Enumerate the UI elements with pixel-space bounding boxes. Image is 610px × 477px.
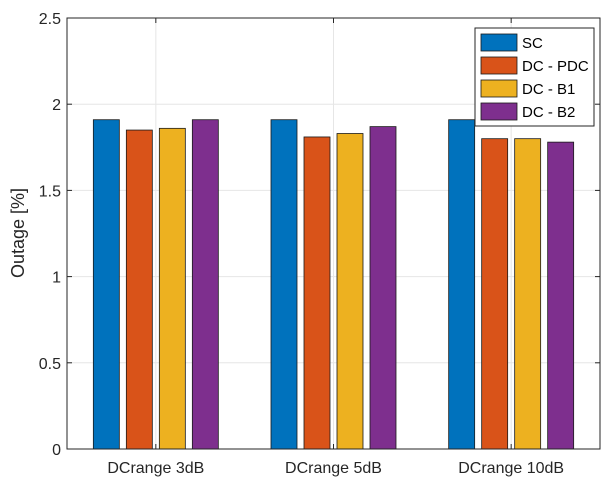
bar-dc-b2-1 bbox=[191, 119, 219, 450]
legend-label: DC - B2 bbox=[522, 104, 575, 121]
bar-dc-b1-1 bbox=[158, 127, 186, 450]
bar-dc-pdc-1 bbox=[125, 129, 153, 450]
y-tick-label: 0 bbox=[52, 442, 61, 459]
legend-swatch bbox=[480, 79, 518, 98]
legend-swatch bbox=[480, 33, 518, 52]
legend-label: DC - B1 bbox=[522, 81, 575, 98]
bar-dc-b1-3 bbox=[514, 138, 542, 450]
legend: SC DC - PDC DC - B1 DC - B2 bbox=[474, 27, 595, 127]
y-tick-label: 2.5 bbox=[39, 11, 61, 28]
bar-dc-pdc-2 bbox=[303, 136, 331, 450]
y-tick-label: 1.5 bbox=[39, 183, 61, 200]
bar-sc-1 bbox=[92, 119, 120, 450]
legend-swatch bbox=[480, 56, 518, 75]
bar-sc-2 bbox=[270, 119, 298, 450]
bar-dc-pdc-3 bbox=[481, 138, 509, 450]
bar-dc-b2-2 bbox=[369, 126, 397, 450]
bar-dc-b2-3 bbox=[547, 141, 575, 450]
y-axis-label: Outage [%] bbox=[8, 188, 28, 278]
legend-swatch bbox=[480, 102, 518, 121]
bar-dc-b1-2 bbox=[336, 133, 364, 450]
axes-group: 0 0.5 1 1.5 2 2.5 DCrange 3dB DCrange 5dB DCrang… bbox=[39, 11, 601, 477]
legend-label: SC bbox=[522, 35, 543, 52]
bar-sc-3 bbox=[448, 119, 476, 450]
bars-group bbox=[92, 119, 575, 450]
legend-label: DC - PDC bbox=[522, 58, 589, 75]
x-tick-label: DCrange 5dB bbox=[285, 460, 382, 477]
y-tick-label: 0.5 bbox=[39, 356, 61, 373]
x-tick-label: DCrange 10dB bbox=[458, 460, 564, 477]
y-tick-label: 1 bbox=[52, 270, 61, 287]
x-tick-label: DCrange 3dB bbox=[107, 460, 204, 477]
y-tick-label: 2 bbox=[52, 97, 61, 114]
